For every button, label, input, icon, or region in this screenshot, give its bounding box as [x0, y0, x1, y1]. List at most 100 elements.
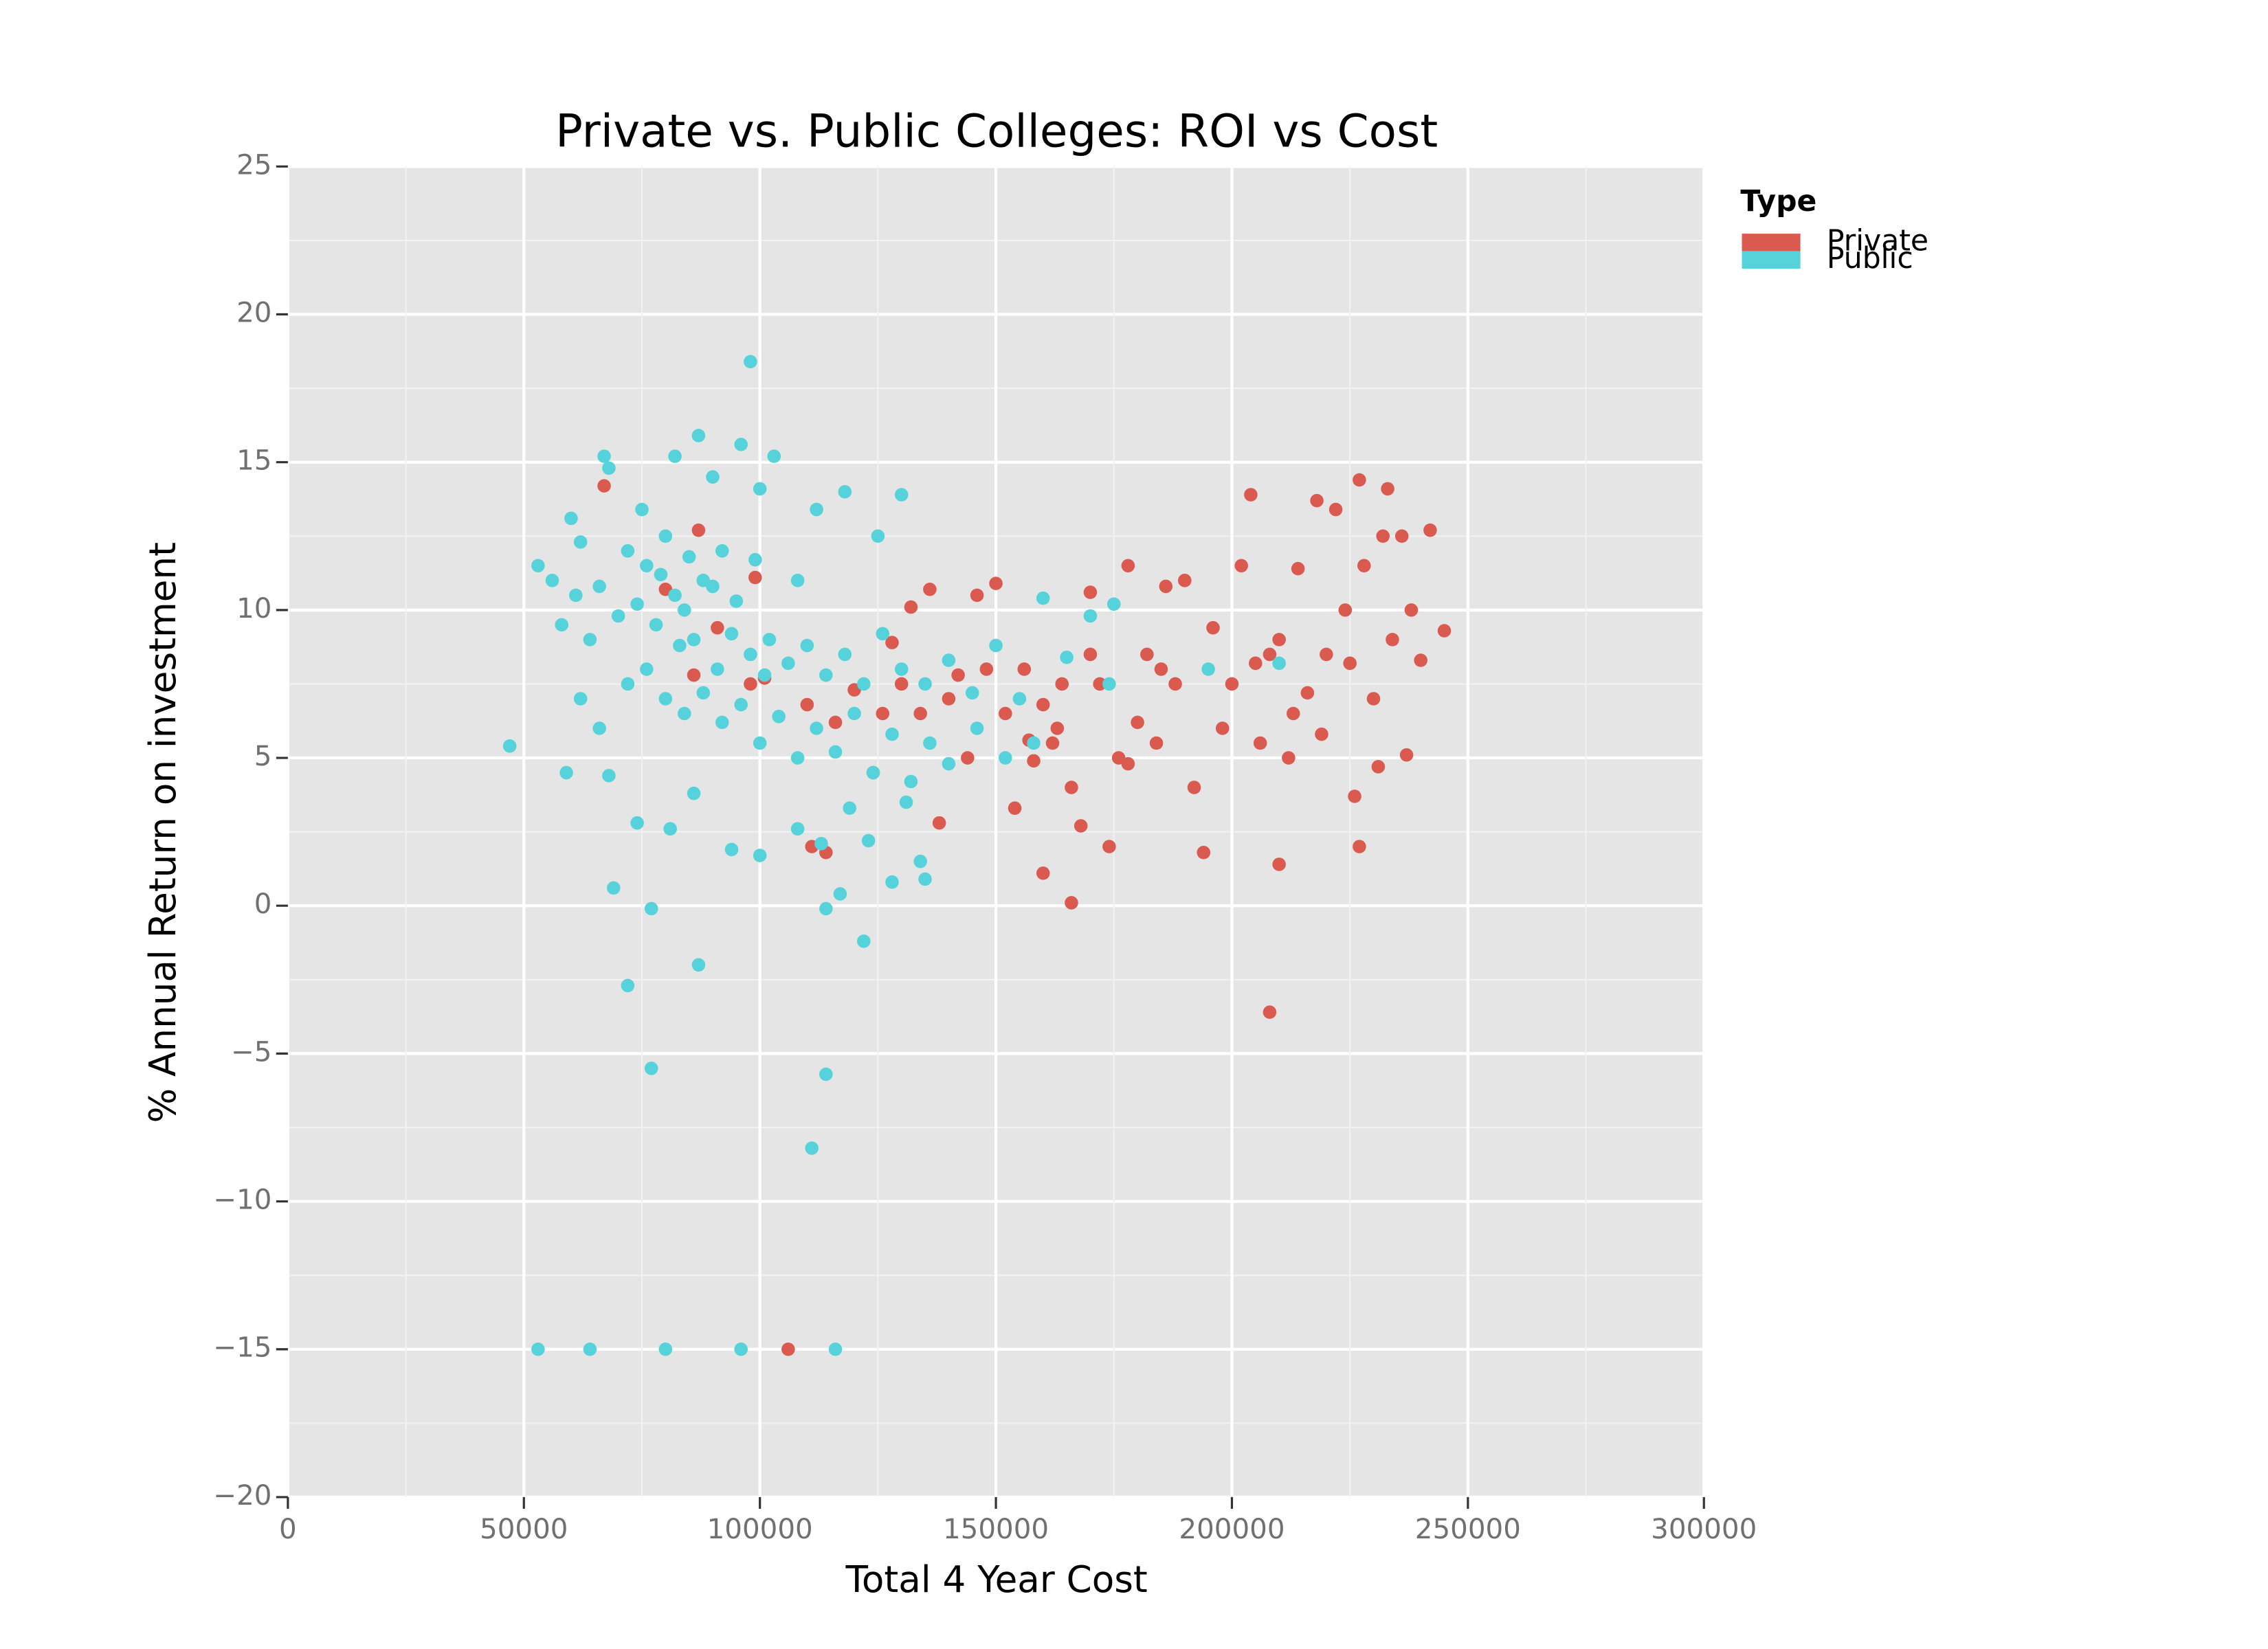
point [1353, 840, 1366, 853]
point [748, 552, 762, 567]
point [545, 574, 559, 587]
point [1027, 754, 1041, 768]
point [767, 449, 781, 463]
point [1102, 840, 1116, 853]
point [1036, 697, 1050, 712]
point [942, 653, 956, 667]
y-tick-label: 15 [236, 445, 271, 477]
point [861, 833, 876, 848]
x-axis-title: Total 4 Year Cost [845, 1558, 1147, 1601]
point [658, 529, 673, 543]
y-axis-title: % Annual Return on investment [142, 542, 184, 1123]
point [1394, 529, 1409, 543]
x-tick-label: 250000 [1415, 1513, 1521, 1545]
point [965, 686, 979, 700]
point [894, 488, 909, 502]
point [678, 603, 691, 617]
point [1371, 760, 1386, 774]
point [654, 568, 668, 582]
point [833, 887, 847, 901]
point [753, 736, 767, 750]
legend-key [1742, 251, 1801, 269]
point [682, 550, 696, 564]
point [1178, 574, 1192, 587]
point [904, 774, 918, 789]
point [1083, 585, 1098, 599]
point [1131, 715, 1144, 730]
point [790, 822, 805, 836]
point [979, 662, 994, 676]
point [1055, 677, 1069, 691]
point [1357, 559, 1371, 573]
point [989, 638, 1003, 653]
point [1343, 656, 1357, 671]
point [1083, 647, 1098, 662]
point [856, 934, 871, 948]
point [1286, 706, 1300, 721]
point [1399, 748, 1414, 762]
point [555, 618, 568, 632]
point [1008, 801, 1022, 815]
point [1437, 624, 1452, 638]
points [502, 355, 1452, 1356]
point [734, 438, 748, 451]
point [838, 484, 852, 499]
point [805, 1141, 819, 1155]
point [885, 875, 899, 889]
point [1315, 727, 1328, 741]
point [711, 662, 724, 676]
point [800, 638, 814, 653]
point [744, 647, 757, 662]
point [800, 697, 814, 712]
x-tick-label: 200000 [1179, 1513, 1285, 1545]
point [597, 479, 611, 493]
point [753, 849, 767, 862]
point [611, 609, 625, 623]
point [658, 1342, 673, 1356]
point [1423, 523, 1437, 537]
point [640, 662, 654, 676]
point [1060, 650, 1074, 664]
point [715, 544, 729, 558]
point [970, 588, 984, 603]
point [1244, 488, 1258, 502]
point [894, 677, 909, 691]
grid [286, 165, 1706, 1499]
point [734, 1342, 748, 1356]
point [781, 656, 795, 671]
point [583, 633, 597, 647]
y-tick-label: 20 [236, 297, 271, 329]
point [1272, 857, 1286, 871]
point [691, 958, 706, 972]
point [918, 872, 932, 886]
y-tick-label: −15 [213, 1332, 271, 1364]
point [904, 600, 918, 614]
point [1253, 736, 1267, 750]
point [772, 710, 786, 723]
point [1206, 620, 1220, 635]
point [1187, 781, 1201, 794]
point [1154, 662, 1168, 676]
point [1050, 721, 1065, 735]
point [1215, 721, 1230, 735]
point [621, 544, 635, 558]
point [1386, 633, 1399, 647]
point [918, 677, 932, 691]
point [1140, 647, 1154, 662]
point [1348, 789, 1361, 803]
point [847, 706, 861, 721]
point [729, 594, 744, 608]
point [531, 559, 545, 573]
point [734, 697, 748, 712]
point [1168, 677, 1182, 691]
point [885, 727, 899, 741]
point [1404, 603, 1419, 617]
point [814, 837, 828, 851]
point [828, 745, 843, 759]
point [1353, 473, 1366, 487]
point [687, 668, 701, 682]
point [913, 706, 927, 721]
point [724, 627, 739, 641]
